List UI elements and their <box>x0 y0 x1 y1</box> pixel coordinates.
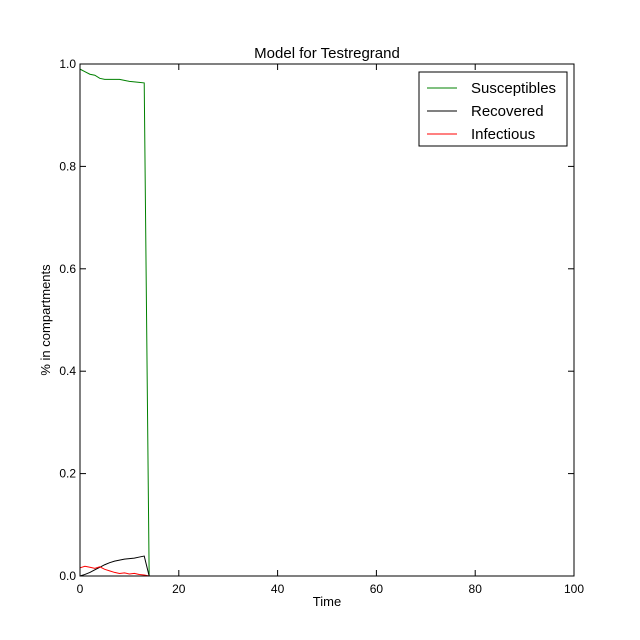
plot-frame <box>79 63 575 577</box>
y-tick-label: 0.6 <box>59 262 76 276</box>
plot-lines <box>79 68 574 577</box>
y-tick-label: 0.4 <box>59 364 76 378</box>
y-axis-ticks: 0.0 0.2 0.4 0.6 0.8 1.0 <box>59 57 574 583</box>
x-tick-label: 20 <box>172 582 186 596</box>
legend-label-susceptibles: Susceptibles <box>471 80 556 97</box>
y-tick-label: 0.2 <box>59 467 76 481</box>
y-tick-label: 0.0 <box>59 569 76 583</box>
legend: Susceptibles Recovered Infectious <box>418 71 568 147</box>
y-tick-label: 0.8 <box>59 159 76 173</box>
series-line-susceptibles <box>79 68 574 577</box>
legend-label-recovered: Recovered <box>471 103 544 120</box>
y-tick-label: 1.0 <box>59 57 76 71</box>
x-tick-label: 100 <box>564 582 584 596</box>
y-axis-label: % in compartments <box>38 264 53 376</box>
x-tick-label: 40 <box>271 582 285 596</box>
legend-label-infectious: Infectious <box>471 126 535 143</box>
x-axis-label: Time <box>313 594 341 609</box>
x-tick-label: 80 <box>469 582 483 596</box>
series-line-recovered <box>79 555 574 577</box>
x-tick-label: 0 <box>77 582 84 596</box>
x-tick-label: 60 <box>370 582 384 596</box>
series-line-infectious <box>79 565 574 577</box>
x-axis-ticks: 0 20 40 60 80 100 <box>77 64 584 596</box>
chart-title: Model for Testregrand <box>254 45 400 62</box>
